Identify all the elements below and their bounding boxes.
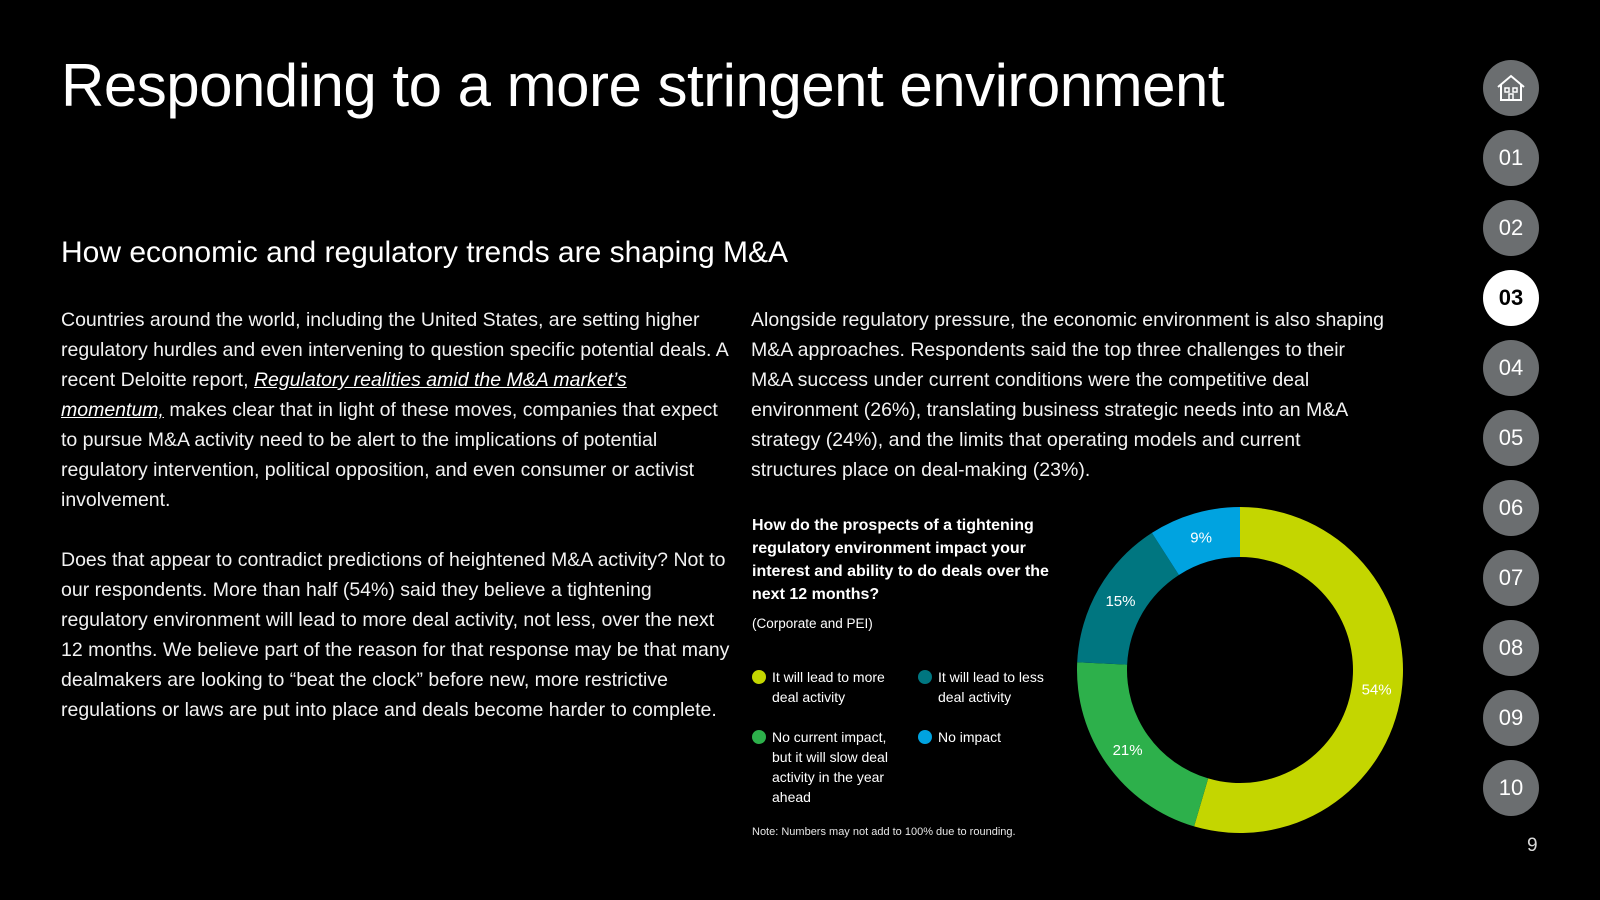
right-text-column: Alongside regulatory pressure, the econo… [751, 305, 1391, 515]
page-number: 9 [1527, 835, 1538, 856]
left-text-column: Countries around the world, including th… [61, 305, 731, 755]
right-paragraph-1: Alongside regulatory pressure, the econo… [751, 309, 1385, 481]
nav-section-03[interactable]: 03 [1483, 270, 1539, 326]
nav-section-08[interactable]: 08 [1483, 620, 1539, 676]
donut-slice-3 [1077, 532, 1179, 665]
legend-item-no-impact: No impact [918, 727, 1063, 747]
legend-item-less-deal-activity: It will lead to less deal activity [918, 667, 1063, 707]
donut-slice-4 [1151, 507, 1240, 575]
chart-title: How do the prospects of a tightening reg… [752, 517, 1049, 603]
legend-item-more-deal-activity: It will lead to more deal activity [752, 667, 902, 707]
nav-section-09[interactable]: 09 [1483, 690, 1539, 746]
legend-swatch [918, 730, 932, 744]
donut-data-label: 9% [1190, 530, 1212, 547]
legend-label: It will lead to less deal activity [938, 669, 1044, 705]
home-button[interactable] [1483, 60, 1539, 116]
nav-section-07[interactable]: 07 [1483, 550, 1539, 606]
donut-chart: 54% 21% 15% 9% [1077, 507, 1403, 833]
nav-section-06[interactable]: 06 [1483, 480, 1539, 536]
chart-note: Note: Numbers may not add to 100% due to… [752, 826, 1016, 838]
section-subtitle: How economic and regulatory trends are s… [61, 236, 789, 269]
left-paragraph-1: Countries around the world, including th… [61, 305, 731, 515]
nav-section-02[interactable]: 02 [1483, 200, 1539, 256]
donut-data-label: 21% [1113, 742, 1143, 759]
left-paragraph-2: Does that appear to contradict predictio… [61, 549, 730, 721]
nav-section-05[interactable]: 05 [1483, 410, 1539, 466]
page-title: Responding to a more stringent environme… [61, 52, 1225, 119]
donut-slice-1 [1194, 507, 1403, 833]
donut-slice-2 [1077, 662, 1209, 827]
legend-swatch [752, 670, 766, 684]
legend-label: It will lead to more deal activity [772, 669, 885, 705]
nav-section-10[interactable]: 10 [1483, 760, 1539, 816]
nav-section-04[interactable]: 04 [1483, 340, 1539, 396]
left-paragraph-1-intro: Countries around the world, including th… [61, 309, 728, 391]
legend-item-slow-deal-activity: No current impact, but it will slow deal… [752, 727, 892, 807]
report-link[interactable]: Regulatory realities amid the M&A market… [61, 369, 627, 421]
chart-subtitle: (Corporate and PEI) [752, 616, 873, 631]
legend-label: No current impact, but it will slow deal… [772, 729, 888, 805]
home-icon [1497, 74, 1525, 101]
nav-section-01[interactable]: 01 [1483, 130, 1539, 186]
legend-swatch [918, 670, 932, 684]
legend-label: No impact [938, 729, 1002, 745]
donut-data-label: 54% [1362, 682, 1392, 699]
left-paragraph-1-rest: makes clear that in light of these moves… [61, 399, 718, 511]
legend-swatch [752, 730, 766, 744]
donut-data-label: 15% [1105, 593, 1135, 610]
